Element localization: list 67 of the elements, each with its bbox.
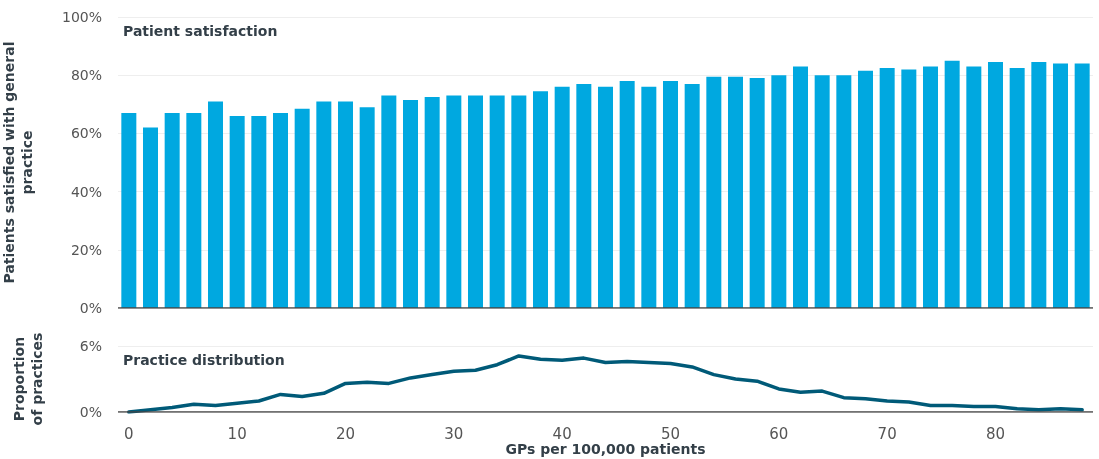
chart-title: Patient satisfaction — [123, 23, 278, 39]
bar — [901, 69, 917, 308]
bar — [728, 76, 743, 308]
y-tick-label: 20% — [70, 241, 102, 258]
bar — [749, 78, 765, 308]
bar — [359, 107, 375, 308]
bar — [706, 76, 722, 308]
bar — [619, 81, 635, 308]
x-tick-label: 10 — [227, 424, 247, 443]
bar — [446, 95, 462, 308]
bar — [814, 75, 830, 308]
bar — [576, 83, 592, 308]
bar — [554, 86, 570, 308]
bar — [294, 108, 310, 308]
y-tick-label: 0% — [79, 300, 102, 316]
bar — [403, 99, 418, 308]
bar — [251, 115, 267, 308]
bar — [121, 113, 137, 308]
x-tick-label: 30 — [444, 424, 464, 443]
bar — [836, 75, 852, 308]
bar — [1031, 62, 1047, 308]
bar — [489, 95, 505, 308]
bar — [1074, 63, 1090, 308]
x-tick-label: 50 — [660, 424, 681, 443]
y-axis-title: Patients satisfied with general practice — [1, 41, 35, 284]
bar — [468, 95, 483, 308]
bar — [771, 75, 787, 308]
bar — [793, 66, 808, 308]
bar — [641, 86, 657, 308]
bar — [923, 66, 938, 308]
y-tick-label: 100% — [61, 9, 102, 25]
bar — [229, 115, 245, 308]
bar — [966, 66, 982, 308]
bar — [533, 91, 548, 308]
bar — [944, 60, 960, 308]
bar — [143, 127, 158, 308]
bar — [273, 113, 288, 308]
bar — [663, 81, 678, 308]
bar — [879, 67, 895, 308]
y-tick-label: 0% — [79, 404, 102, 420]
bar — [381, 95, 397, 308]
y-tick-label: 80% — [70, 67, 102, 84]
y-tick-label: 40% — [70, 183, 102, 200]
bar — [1053, 63, 1068, 308]
bar — [1009, 67, 1025, 308]
chart-title: Practice distribution — [123, 352, 285, 368]
bar — [164, 113, 180, 308]
bar — [338, 101, 353, 308]
bar — [858, 70, 873, 308]
bar — [316, 101, 332, 308]
y-axis-title: Proportion of practices — [11, 332, 45, 426]
x-axis-title: GPs per 100,000 patients — [505, 441, 706, 457]
x-tick-label: 20 — [335, 424, 356, 443]
bar — [511, 95, 527, 308]
x-tick-label: 0 — [124, 424, 134, 443]
bar — [208, 101, 223, 308]
bar — [424, 97, 440, 308]
bar — [598, 86, 613, 308]
x-tick-label: 40 — [552, 424, 572, 443]
y-tick-label: 6% — [79, 338, 102, 354]
bar — [186, 113, 202, 308]
x-tick-label: 70 — [877, 424, 897, 443]
x-tick-label: 80 — [985, 424, 1006, 443]
bar — [988, 62, 1003, 308]
bar — [684, 83, 700, 308]
x-tick-label: 60 — [769, 424, 789, 443]
y-tick-label: 60% — [70, 125, 102, 142]
